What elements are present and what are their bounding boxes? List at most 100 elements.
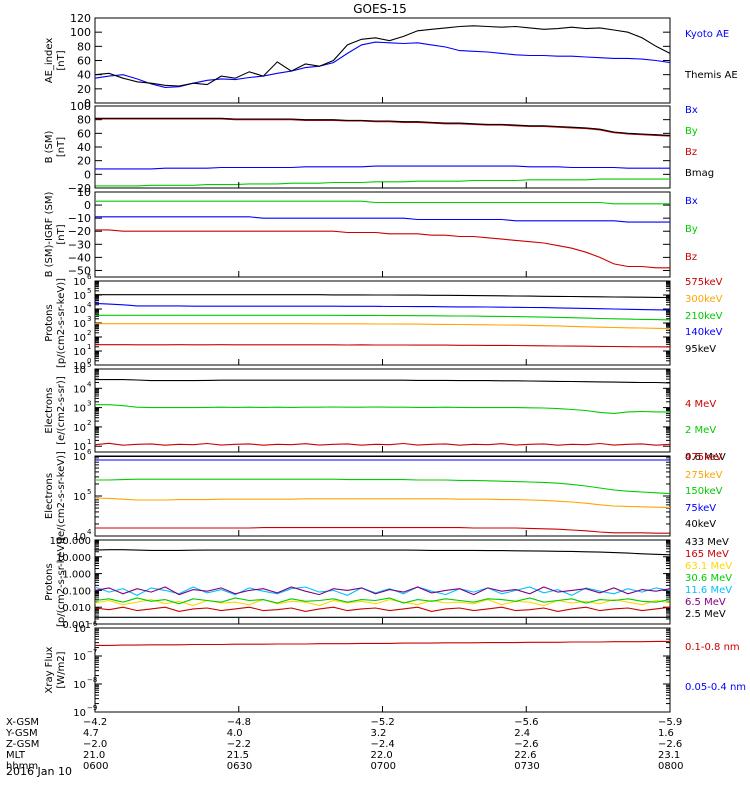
y-tick-exp: 2 xyxy=(87,329,91,337)
series-line xyxy=(95,344,671,348)
y-tick-label: −20 xyxy=(68,182,91,195)
y-tick-label: 20 xyxy=(77,155,91,168)
y-axis-label: Xray Flux xyxy=(44,646,55,693)
series-line xyxy=(95,118,671,137)
y-tick-label: −10 xyxy=(68,212,91,225)
legend-label: 6.5 MeV xyxy=(685,597,726,608)
y-axis-label: [W/m2] xyxy=(56,651,67,688)
y-tick-exp: 0 xyxy=(87,357,91,365)
x-axis-labels: X-GSMY-GSMZ-GSMMLThhmm−4.24.7−2.021.0060… xyxy=(5,97,683,772)
y-tick-exp: 5 xyxy=(87,488,91,496)
legend-label: 30.6 MeV xyxy=(685,573,732,584)
y-tick-label: 10 xyxy=(73,361,86,372)
series-line xyxy=(94,442,671,446)
x-tick-label: −2.6 xyxy=(658,739,682,750)
x-tick-label: 21.5 xyxy=(227,750,249,761)
series-line xyxy=(95,216,670,223)
y-tick-exp: −6 xyxy=(87,620,98,628)
y-tick-label: 10 xyxy=(73,291,86,302)
legend-label: Bz xyxy=(685,252,697,263)
x-tick-label: 1.6 xyxy=(658,728,674,739)
x-tick-label: −2.2 xyxy=(227,739,251,750)
series-line xyxy=(95,323,671,330)
series-line xyxy=(94,25,671,87)
plot-title: GOES-15 xyxy=(353,2,407,16)
legend-label: 63.1 MeV xyxy=(685,561,732,572)
y-axis-label: [p/(cm2-s-sr-keV)] xyxy=(56,537,67,627)
y-tick-label: 10 xyxy=(73,277,86,288)
x-tick-label: 22.6 xyxy=(514,750,536,761)
y-tick-exp: 4 xyxy=(87,380,92,388)
date-label: 2016 Jan 10 xyxy=(6,765,72,778)
y-tick-exp: 5 xyxy=(87,361,91,369)
y-tick-label: 0.100 xyxy=(62,586,91,597)
x-row-label: MLT xyxy=(6,750,26,761)
series-line xyxy=(95,478,671,495)
y-tick-label: 10 xyxy=(73,532,86,543)
series-line xyxy=(94,606,671,612)
y-tick-exp: 6 xyxy=(87,448,92,456)
y-axis-label: Electrons xyxy=(44,387,55,433)
x-tick-label: −2.6 xyxy=(514,739,538,750)
y-tick-label: 10 xyxy=(73,492,86,503)
y-tick-label: 10 xyxy=(73,708,86,719)
x-tick-label: −2.4 xyxy=(371,739,395,750)
legend-label: 95keV xyxy=(685,344,716,355)
y-tick-label: 20 xyxy=(77,83,91,96)
y-tick-label: 120 xyxy=(70,12,91,25)
y-tick-label: 10 xyxy=(73,347,86,358)
legend-label: 140keV xyxy=(685,327,723,338)
y-tick-label: 10 xyxy=(73,442,86,453)
y-axis-label: [nT] xyxy=(56,50,67,70)
panel-frame xyxy=(94,17,671,104)
series-line xyxy=(94,41,671,88)
legend-label: Themis AE xyxy=(684,70,738,81)
y-tick-label: 80 xyxy=(77,40,91,53)
x-tick-label: 4.0 xyxy=(227,728,243,739)
legend-label: 210keV xyxy=(685,311,723,322)
x-tick-label: −5.9 xyxy=(658,717,682,728)
x-tick-label: 3.2 xyxy=(371,728,387,739)
y-tick-label: 60 xyxy=(77,127,91,140)
x-tick-label: 22.0 xyxy=(371,750,393,761)
y-tick-label: 10 xyxy=(73,404,86,415)
y-tick-label: 0 xyxy=(84,97,91,110)
panel-frame xyxy=(94,627,671,713)
y-axis-label: [nT] xyxy=(56,137,67,157)
x-row-label: X-GSM xyxy=(6,717,39,728)
legend-label: 2.5 MeV xyxy=(685,609,726,620)
y-tick-exp: 3 xyxy=(87,315,91,323)
legend-label: 0.6 MeV xyxy=(685,452,726,463)
y-tick-label: 80 xyxy=(77,114,91,127)
y-tick-exp: 2 xyxy=(87,419,91,427)
legend-label: 40keV xyxy=(685,519,716,530)
y-tick-exp: 4 xyxy=(87,528,92,536)
legend-label: 475keV xyxy=(685,452,723,463)
x-tick-label: −4.2 xyxy=(83,717,107,728)
series-line xyxy=(95,640,670,646)
x-tick-label: 21.0 xyxy=(83,750,105,761)
x-tick-label: 0600 xyxy=(83,761,108,772)
x-row-label: Z-GSM xyxy=(6,739,39,750)
series-line xyxy=(95,294,671,299)
x-tick-label: −4.8 xyxy=(227,717,251,728)
series-line xyxy=(95,200,670,205)
y-tick-label: 40 xyxy=(77,141,91,154)
panel-frame xyxy=(94,455,671,537)
x-tick-label: 0800 xyxy=(658,761,683,772)
y-tick-label: 0.001 xyxy=(62,620,91,631)
legend-label: Bx xyxy=(685,196,698,207)
y-tick-label: 10 xyxy=(73,384,86,395)
y-tick-label: 10 xyxy=(73,423,86,434)
y-axis-label: [nT] xyxy=(56,224,67,244)
y-tick-label: 10 xyxy=(73,319,86,330)
series-line xyxy=(94,586,671,596)
y-tick-exp: 5 xyxy=(87,287,91,295)
y-tick-exp: 3 xyxy=(87,400,91,408)
panel-7: 0.001 0.010 0.100 1.000 10.000 100.000 Protons… xyxy=(44,536,732,631)
series-line xyxy=(95,229,670,269)
